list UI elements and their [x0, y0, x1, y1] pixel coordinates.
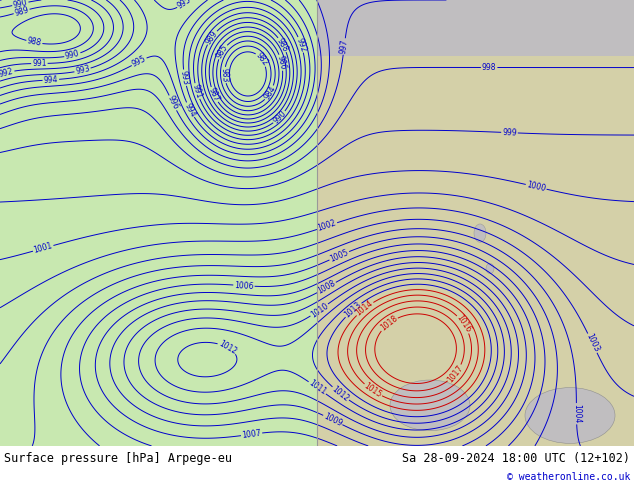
Text: 1016: 1016 [455, 314, 473, 335]
Text: 990: 990 [64, 49, 81, 61]
Text: 986: 986 [276, 54, 287, 71]
Text: 1002: 1002 [316, 219, 337, 233]
Text: 1015: 1015 [363, 381, 384, 400]
Text: 1013: 1013 [343, 300, 363, 319]
Text: 993: 993 [179, 70, 190, 86]
Text: 998: 998 [482, 63, 496, 72]
Text: 991: 991 [191, 83, 204, 99]
Bar [0, 0, 317, 446]
Text: 985: 985 [215, 43, 230, 60]
Text: 996: 996 [165, 95, 180, 112]
Ellipse shape [486, 264, 494, 273]
Text: 982: 982 [254, 51, 269, 68]
Ellipse shape [474, 224, 486, 242]
Text: Sa 28-09-2024 18:00 UTC (12+102): Sa 28-09-2024 18:00 UTC (12+102) [402, 452, 630, 465]
Text: 1011: 1011 [307, 379, 328, 397]
Bar [317, 0, 634, 56]
Text: 993: 993 [74, 64, 91, 76]
Text: 1004: 1004 [572, 404, 581, 423]
Text: 990: 990 [271, 109, 288, 126]
Text: 1018: 1018 [378, 314, 399, 333]
Text: 1006: 1006 [234, 281, 254, 291]
Ellipse shape [390, 380, 470, 431]
Text: 999: 999 [502, 128, 517, 137]
Text: Surface pressure [hPa] Arpege-eu: Surface pressure [hPa] Arpege-eu [4, 452, 232, 465]
Text: 984: 984 [262, 84, 278, 101]
Text: © weatheronline.co.uk: © weatheronline.co.uk [507, 472, 630, 482]
Text: 1012: 1012 [330, 384, 351, 403]
Text: 1012: 1012 [217, 339, 238, 356]
Text: 1003: 1003 [584, 332, 600, 354]
Text: 992: 992 [294, 36, 307, 53]
Text: 995: 995 [176, 0, 193, 11]
Bar [317, 0, 634, 446]
Text: 988: 988 [27, 36, 42, 48]
Text: 989: 989 [13, 5, 30, 18]
Text: 1005: 1005 [328, 248, 350, 264]
Text: 1007: 1007 [242, 429, 262, 440]
Text: 995: 995 [131, 54, 148, 69]
Ellipse shape [525, 388, 615, 443]
Text: 1010: 1010 [309, 301, 330, 319]
Text: 1014: 1014 [354, 299, 375, 318]
Text: 1008: 1008 [316, 279, 337, 296]
Text: 992: 992 [0, 67, 15, 79]
Text: 990: 990 [12, 0, 29, 10]
Text: 991: 991 [32, 59, 47, 68]
Text: 1000: 1000 [526, 180, 547, 194]
Text: 987: 987 [207, 86, 221, 103]
Text: 1017: 1017 [446, 363, 465, 384]
Text: 1009: 1009 [322, 412, 344, 428]
Text: 994: 994 [43, 75, 58, 85]
Text: 1001: 1001 [33, 242, 54, 255]
Text: 988: 988 [275, 36, 290, 53]
Text: 997: 997 [339, 39, 350, 54]
Text: 989: 989 [204, 29, 219, 46]
Text: 983: 983 [220, 68, 230, 82]
Text: 994: 994 [183, 101, 198, 119]
